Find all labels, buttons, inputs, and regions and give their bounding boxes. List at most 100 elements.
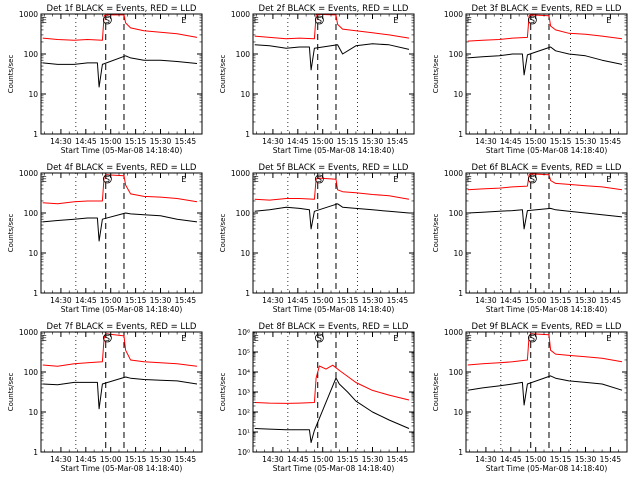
marker-e-label: E xyxy=(606,334,611,343)
marker-e-label: E xyxy=(254,334,259,343)
marker-s-label: S xyxy=(530,334,535,343)
marker-e-label: E xyxy=(181,175,186,184)
x-tick-label: 15:45 xyxy=(600,296,622,305)
y-tick-label: 100 xyxy=(236,50,251,59)
marker-s-label: S xyxy=(530,175,535,184)
start-marker-circle xyxy=(314,333,324,343)
x-tick-label: 15:30 xyxy=(362,455,384,464)
start-marker-circle xyxy=(527,15,537,25)
x-tick-label: 14:45 xyxy=(500,455,522,464)
marker-e-label: E xyxy=(181,334,186,343)
x-tick-label: 15:15 xyxy=(337,137,359,146)
y-tick-label: 1 xyxy=(245,130,250,139)
x-tick-label: 15:30 xyxy=(575,296,597,305)
lld-series-line xyxy=(467,14,623,42)
chart-panel-5: Det 5f BLACK = Events, RED = LLD 1 10 100 10… xyxy=(219,163,415,314)
y-axis-label: Counts/sec xyxy=(219,373,227,412)
x-tick-label: 15:30 xyxy=(362,137,384,146)
y-tick-label: 1000 xyxy=(231,10,250,19)
marker-e-label: E xyxy=(606,16,611,25)
y-axis-label: Counts/sec xyxy=(7,373,15,412)
marker-e-label: E xyxy=(467,16,472,25)
chart-title: Det 2f BLACK = Events, RED = LLD xyxy=(259,4,409,14)
chart-panel-6: Det 6f BLACK = Events, RED = LLD 1 10 100 10… xyxy=(432,163,628,314)
x-axis-label: Start Time (05-Mar-08 14:18:40) xyxy=(61,146,183,155)
y-tick-label: 10 xyxy=(240,249,250,258)
y-tick-label: 10⁴ xyxy=(237,368,250,377)
chart-title: Det 3f BLACK = Events, RED = LLD xyxy=(472,4,622,14)
x-tick-label: 15:45 xyxy=(175,296,197,305)
lld-series-line xyxy=(42,174,198,205)
x-axis-label: Start Time (05-Mar-08 14:18:40) xyxy=(486,305,608,314)
chart-title: Det 6f BLACK = Events, RED = LLD xyxy=(472,163,622,173)
x-tick-label: 14:30 xyxy=(475,296,497,305)
y-tick-label: 1000 xyxy=(444,10,463,19)
x-tick-label: 15:45 xyxy=(387,296,409,305)
y-tick-label: 1000 xyxy=(19,328,38,337)
x-tick-label: 14:30 xyxy=(262,455,284,464)
y-tick-label: 100 xyxy=(449,368,464,377)
lld-series-line xyxy=(254,177,410,201)
y-axis-label: Counts/sec xyxy=(432,214,440,253)
x-tick-label: 14:45 xyxy=(500,296,522,305)
x-tick-label: 14:30 xyxy=(262,296,284,305)
x-tick-label: 15:00 xyxy=(525,296,547,305)
y-tick-label: 10⁵ xyxy=(237,348,250,357)
events-series-line xyxy=(254,43,410,71)
x-tick-label: 15:00 xyxy=(312,455,334,464)
x-tick-label: 15:00 xyxy=(312,137,334,146)
start-marker-circle xyxy=(314,174,324,184)
x-axis-label: Start Time (05-Mar-08 14:18:40) xyxy=(273,305,395,314)
start-marker-circle xyxy=(314,15,324,25)
chart-panel-2: Det 2f BLACK = Events, RED = LLD 1 10 100 10… xyxy=(219,4,415,155)
marker-e-label: E xyxy=(42,334,47,343)
y-axis-label: Counts/sec xyxy=(219,214,227,253)
y-tick-label: 10 xyxy=(240,90,250,99)
y-tick-label: 1000 xyxy=(19,10,38,19)
x-tick-label: 15:45 xyxy=(175,137,197,146)
x-axis-label: Start Time (05-Mar-08 14:18:40) xyxy=(273,146,395,155)
x-tick-label: 15:00 xyxy=(525,137,547,146)
events-series-line xyxy=(254,203,410,230)
chart-panel-9: Det 9f BLACK = Events, RED = LLD 1 10 100 10… xyxy=(432,322,628,473)
x-tick-label: 14:45 xyxy=(500,137,522,146)
y-tick-label: 100 xyxy=(24,50,39,59)
marker-e-label: E xyxy=(393,175,398,184)
x-axis-label: Start Time (05-Mar-08 14:18:40) xyxy=(61,305,183,314)
x-tick-label: 15:00 xyxy=(312,296,334,305)
x-axis-label: Start Time (05-Mar-08 14:18:40) xyxy=(486,464,608,473)
x-tick-label: 14:30 xyxy=(262,137,284,146)
x-tick-label: 15:45 xyxy=(600,455,622,464)
chart-panel-4: Det 4f BLACK = Events, RED = LLD 1 10 100 10… xyxy=(7,163,203,314)
x-tick-label: 15:00 xyxy=(525,455,547,464)
lld-series-line xyxy=(42,333,198,367)
y-tick-label: 100 xyxy=(449,50,464,59)
y-tick-label: 1 xyxy=(33,289,38,298)
marker-e-label: E xyxy=(393,334,398,343)
y-tick-label: 10 xyxy=(453,408,463,417)
y-tick-label: 1 xyxy=(33,130,38,139)
y-tick-label: 1 xyxy=(458,448,463,457)
plot-frame xyxy=(465,172,628,294)
y-axis-label: Counts/sec xyxy=(219,55,227,94)
y-tick-label: 10¹ xyxy=(237,428,250,437)
x-tick-label: 14:45 xyxy=(75,137,97,146)
chart-title: Det 1f BLACK = Events, RED = LLD xyxy=(47,4,197,14)
events-series-line xyxy=(42,55,198,88)
events-series-line xyxy=(467,375,623,406)
x-tick-label: 14:45 xyxy=(75,296,97,305)
x-tick-label: 15:30 xyxy=(575,137,597,146)
marker-e-label: E xyxy=(42,16,47,25)
events-series-line xyxy=(42,376,198,410)
y-tick-label: 10⁰ xyxy=(237,448,250,457)
x-tick-label: 15:45 xyxy=(175,455,197,464)
start-marker-circle xyxy=(527,174,537,184)
chart-panel-1: Det 1f BLACK = Events, RED = LLD 1 10 100 10… xyxy=(7,4,203,155)
lld-series-line xyxy=(42,14,198,41)
x-tick-label: 15:15 xyxy=(125,455,147,464)
events-series-line xyxy=(42,212,198,242)
y-tick-label: 1 xyxy=(458,130,463,139)
marker-s-label: S xyxy=(317,16,322,25)
x-tick-label: 15:45 xyxy=(387,455,409,464)
events-series-line xyxy=(467,207,623,230)
